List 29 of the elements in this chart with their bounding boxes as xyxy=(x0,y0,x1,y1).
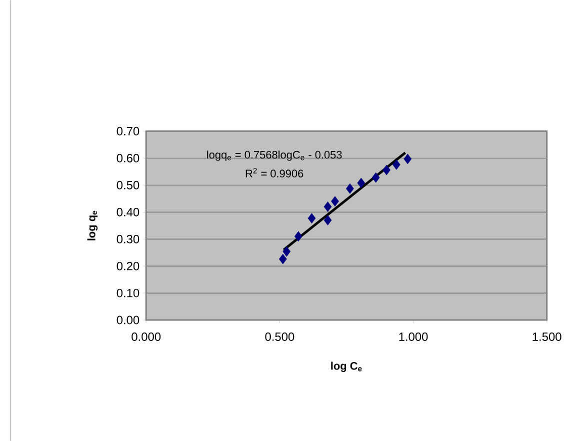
y-tick-label: 0.50 xyxy=(116,180,140,190)
point xyxy=(392,159,400,170)
text: log q$_{e}$ xyxy=(87,210,98,240)
point xyxy=(294,231,302,242)
point xyxy=(382,164,390,176)
x-tick-label: 1.500 xyxy=(532,332,562,341)
y-tick-label: 0.20 xyxy=(116,262,140,270)
point xyxy=(331,196,339,206)
point xyxy=(372,172,380,183)
y-tick-label: 0.00 xyxy=(116,316,140,324)
y-tick-label: 0.60 xyxy=(116,154,140,162)
point xyxy=(346,183,354,194)
point xyxy=(278,254,287,264)
annotation: logq$_{e}$ = 0.7568logC$_{e}$ - 0.053 xyxy=(207,150,342,161)
annotation: R$^{2}$ = 0.9906 xyxy=(246,168,304,178)
y-tick-label: 0.70 xyxy=(116,126,140,136)
y-tick-label: 0.10 xyxy=(116,288,140,298)
point xyxy=(324,214,332,226)
y-tick-label: 0.30 xyxy=(116,234,140,244)
x-tick-label: 1.000 xyxy=(399,332,428,341)
x-tick-label: 0.000 xyxy=(132,332,161,341)
point xyxy=(404,154,412,164)
y-tick-label: 0.40 xyxy=(116,208,140,216)
x-tick-label: 0.500 xyxy=(265,332,294,341)
point xyxy=(357,178,366,188)
text: log C$_{e}$ xyxy=(331,362,362,372)
point xyxy=(324,201,332,212)
point xyxy=(282,246,291,257)
point xyxy=(308,213,316,224)
